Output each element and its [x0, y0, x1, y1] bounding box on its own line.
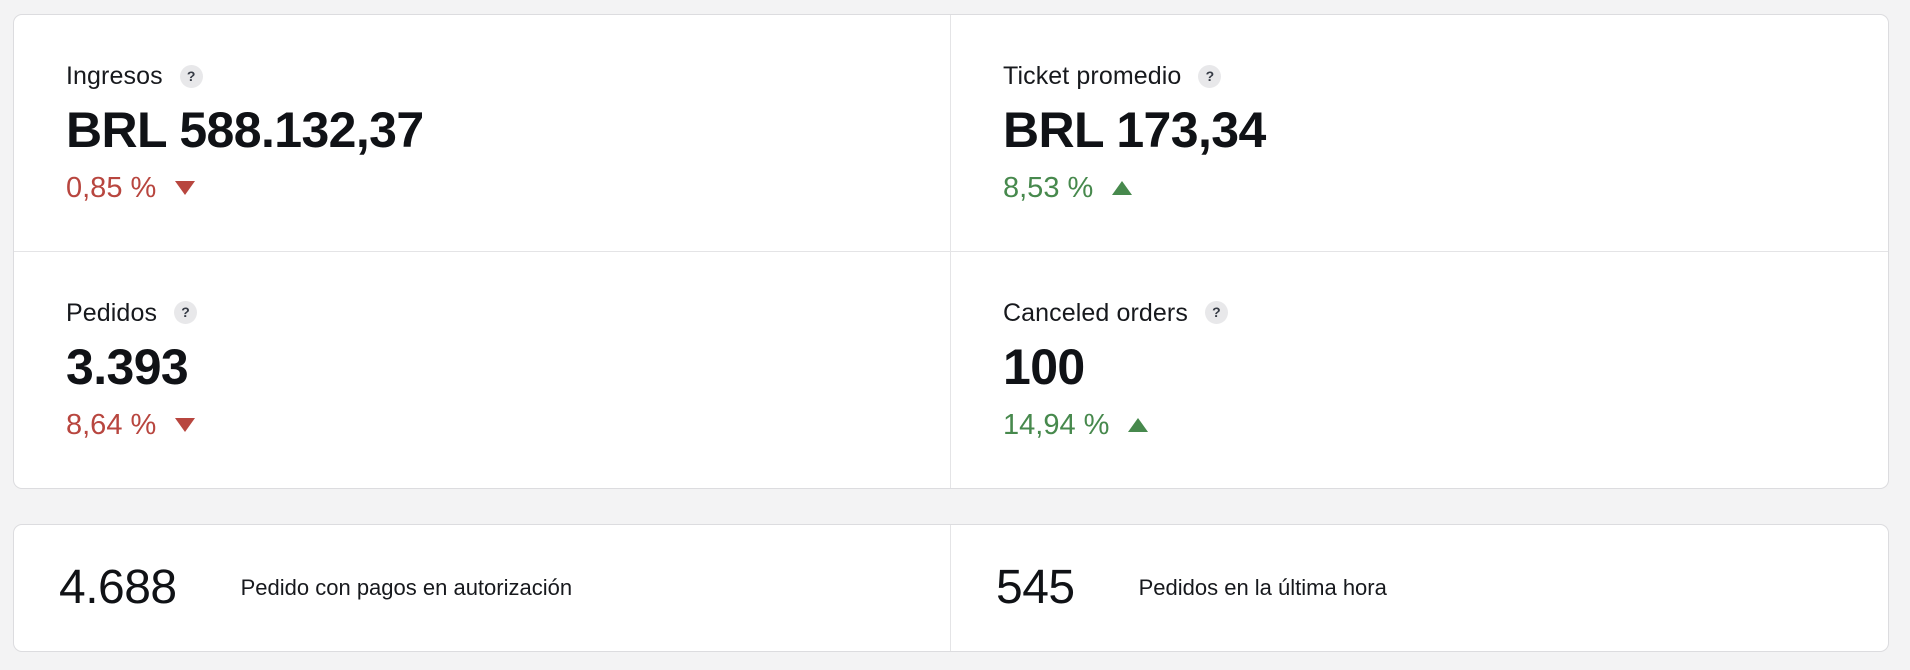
kpi-value: 100 — [1003, 338, 1085, 395]
kpi-value: 3.393 — [66, 338, 189, 395]
summary-card-pagos-autorizacion: 4.688 Pedido con pagos en autorización — [14, 525, 951, 651]
kpi-card-ticket-promedio: Ticket promedio ? BRL 173,34 8,53 % — [951, 15, 1888, 252]
trend-up-icon — [1128, 417, 1149, 432]
help-icon[interactable]: ? — [1198, 64, 1222, 88]
trend-down-icon — [175, 181, 196, 195]
kpi-card-header: Ingresos ? — [66, 61, 898, 91]
kpi-change: 0,85 % — [66, 171, 898, 205]
help-icon[interactable]: ? — [174, 301, 198, 324]
kpi-value: BRL 588.132,37 — [66, 102, 424, 158]
kpi-change: 8,64 % — [66, 408, 898, 442]
kpi-change-percent: 8,53 % — [1003, 172, 1094, 204]
kpi-metrics-panel: Ingresos ? BRL 588.132,37 0,85 % Ticket … — [13, 14, 1889, 489]
kpi-label: Pedidos — [66, 298, 158, 327]
kpi-card-header: Canceled orders ? — [1003, 298, 1836, 328]
kpi-label: Ticket promedio — [1003, 62, 1182, 90]
dashboard-page: Ingresos ? BRL 588.132,37 0,85 % Ticket … — [13, 14, 1889, 652]
help-icon[interactable]: ? — [1204, 301, 1228, 324]
summary-label: Pedidos en la última hora — [1138, 575, 1387, 600]
kpi-change: 8,53 % — [1003, 171, 1836, 205]
kpi-card-canceled-orders: Canceled orders ? 100 14,94 % — [951, 252, 1888, 489]
kpi-label: Canceled orders — [1003, 298, 1188, 327]
kpi-card-pedidos: Pedidos ? 3.393 8,64 % — [14, 251, 951, 488]
kpi-card-header: Ticket promedio ? — [1003, 61, 1836, 91]
summary-card-ultima-hora: 545 Pedidos en la última hora — [951, 525, 1888, 651]
trend-up-icon — [1112, 181, 1133, 195]
summary-label: Pedido con pagos en autorización — [240, 575, 573, 600]
orders-summary-panel: 4.688 Pedido con pagos en autorización 5… — [13, 524, 1889, 652]
trend-down-icon — [175, 417, 196, 432]
kpi-value: BRL 173,34 — [1003, 102, 1266, 158]
kpi-card-ingresos: Ingresos ? BRL 588.132,37 0,85 % — [14, 15, 951, 252]
kpi-label: Ingresos — [66, 62, 163, 90]
kpi-change-percent: 8,64 % — [66, 408, 157, 441]
summary-value: 545 — [996, 561, 1075, 614]
summary-value: 4.688 — [59, 561, 177, 614]
help-icon[interactable]: ? — [179, 64, 203, 88]
kpi-change: 14,94 % — [1003, 408, 1836, 442]
kpi-change-percent: 0,85 % — [66, 172, 157, 204]
kpi-change-percent: 14,94 % — [1003, 408, 1110, 441]
kpi-card-header: Pedidos ? — [66, 298, 898, 328]
